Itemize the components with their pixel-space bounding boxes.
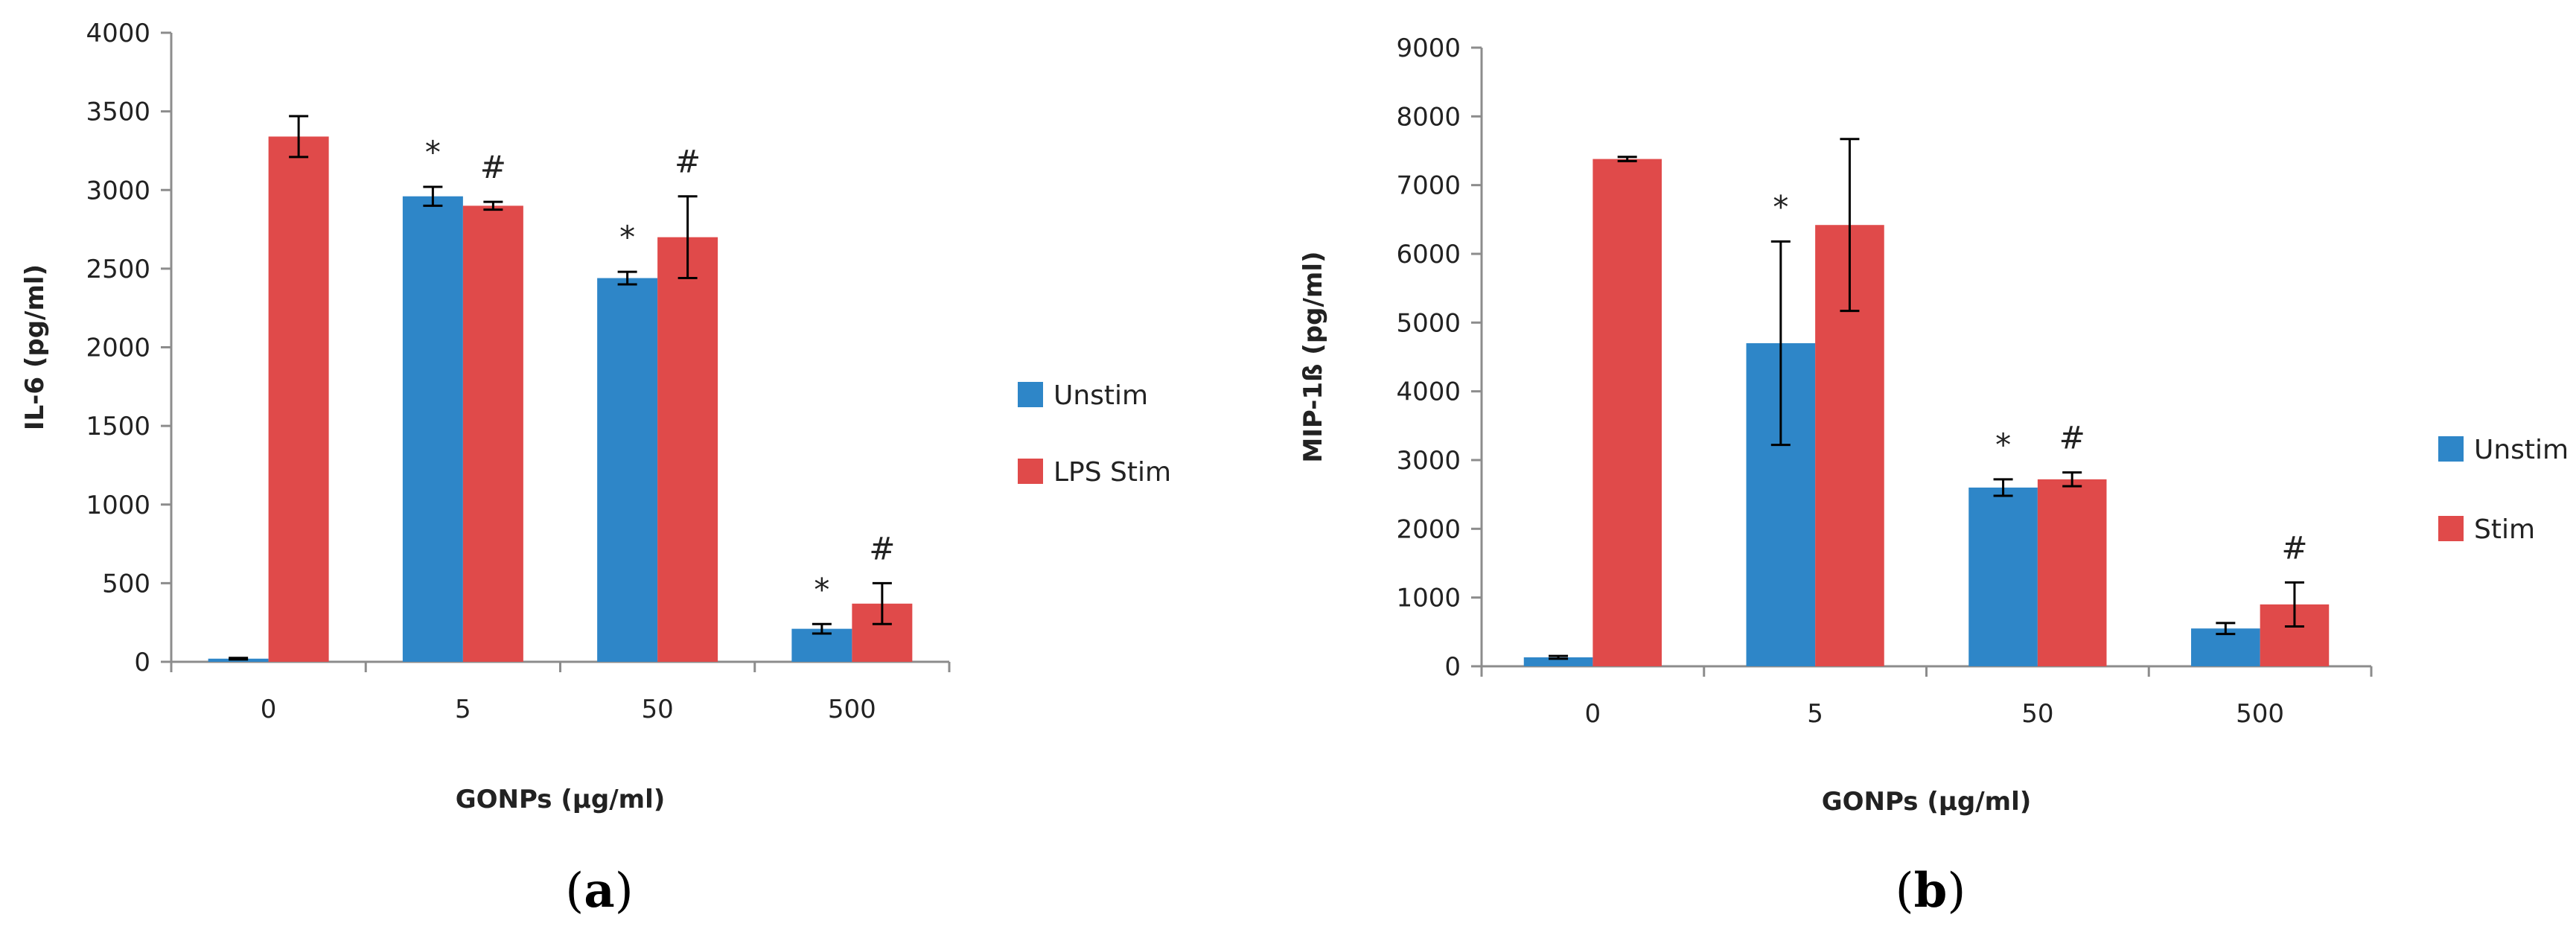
chart-panel-a: 0 500 1000 1500 2000 2500 3000 3500 4000 0 5 50 500 *…	[20, 19, 1171, 919]
panel-b-legend-label: Unstim	[2474, 435, 2569, 465]
panel-b-legend-swatch	[2438, 436, 2464, 462]
panel-a-significance-marker: *	[619, 219, 635, 255]
panel-b-y-tick-label: 0	[1444, 652, 1461, 682]
panel-a-label: (a)	[565, 863, 633, 919]
panel-b-bar	[2037, 479, 2107, 666]
panel-b-legend-label: Stim	[2474, 514, 2535, 545]
panel-a-bar	[402, 196, 463, 662]
panel-a-significance-marker: #	[869, 530, 895, 567]
panel-a-significance-marker: #	[480, 149, 506, 185]
panel-b-y-tick-label: 8000	[1396, 102, 1461, 132]
panel-a-y-tick-label: 3000	[86, 176, 150, 205]
panel-b-significance-marker: *	[1995, 427, 2011, 463]
panel-a-x-tick-label: 500	[828, 695, 876, 724]
panel-a-significance-marker: *	[814, 571, 829, 607]
panel-b-significance-marker: #	[2281, 529, 2307, 566]
panel-b-y-tick-label: 1000	[1396, 584, 1461, 613]
panel-b-y-tick-label: 7000	[1396, 171, 1461, 201]
panel-b-y-axis-title: MIP-1ß (pg/ml)	[1298, 251, 1328, 462]
panel-b-y-tick-label: 2000	[1396, 514, 1461, 544]
panel-a-y-tick-label: 3500	[86, 98, 150, 127]
panel-b-y-tick-label: 4000	[1396, 377, 1461, 407]
panel-a-y-tick-label: 1000	[86, 491, 150, 520]
panel-b-legend-swatch	[2438, 516, 2464, 541]
panel-b-x-axis-title: GONPs (µg/ml)	[1822, 787, 2032, 817]
panel-a-y-tick-label: 4000	[86, 19, 150, 48]
panel-b-bar	[1523, 657, 1593, 666]
panel-b-bar	[1968, 487, 2038, 666]
panel-b-x-tick-label: 500	[2236, 699, 2284, 729]
panel-b-significance-marker: #	[2059, 420, 2085, 456]
panel-a-bar	[462, 205, 523, 662]
panel-b-significance-marker: *	[1773, 188, 1788, 225]
panel-b-y-tick-label: 3000	[1396, 446, 1461, 476]
panel-a-significance-marker: #	[675, 144, 701, 180]
panel-a-y-tick-label: 2000	[86, 334, 150, 363]
panel-b-x-tick-label: 5	[1807, 699, 1823, 729]
panel-a-legend-label: Unstim	[1053, 380, 1148, 411]
panel-a-y-axis-title: IL-6 (pg/ml)	[20, 264, 50, 430]
panel-a-bar	[597, 278, 658, 662]
panel-a-bar	[268, 136, 329, 663]
panel-a-bar	[657, 237, 718, 662]
panel-a-x-tick-label: 50	[641, 695, 673, 724]
panel-a-legend-swatch	[1018, 459, 1043, 484]
panel-b-label: (b)	[1896, 863, 1966, 919]
panel-a-y-tick-label: 500	[102, 569, 150, 599]
panel-a-x-tick-label: 0	[261, 695, 277, 724]
panel-a-y-tick-label: 1500	[86, 412, 150, 441]
panel-a-legend-swatch	[1018, 382, 1043, 407]
panel-a-y-tick-label: 0	[134, 648, 150, 677]
panel-a-y-tick-label: 2500	[86, 255, 150, 284]
panel-a-x-axis-title: GONPs (µg/ml)	[456, 785, 666, 814]
panel-a-significance-marker: *	[425, 134, 441, 170]
chart-panel-b: 0 1000 2000 3000 4000 5000 6000 7000 8000 9000 0 5 5…	[1298, 34, 2569, 919]
panel-b-y-tick-label: 9000	[1396, 34, 1461, 63]
panel-a-legend-label: LPS Stim	[1053, 457, 1171, 488]
panel-b-bar	[1593, 159, 1662, 666]
panel-b-x-tick-label: 50	[2021, 699, 2053, 729]
panel-b-y-tick-label: 6000	[1396, 240, 1461, 269]
panel-a-x-tick-label: 5	[455, 695, 471, 724]
panel-b-x-tick-label: 0	[1585, 699, 1601, 729]
panel-b-y-tick-label: 5000	[1396, 308, 1461, 338]
